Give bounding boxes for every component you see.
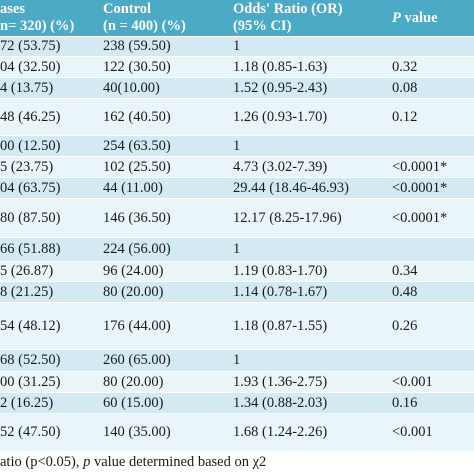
table-row: 66 (51.88) 224 (56.00) 1	[0, 238, 474, 262]
table-cell: 140 (35.00)	[103, 424, 171, 440]
table-row: 48 (46.25) 162 (40.50) 1.26 (0.93-1.70) 0.1…	[0, 99, 474, 136]
header-text: n= 320) (%)	[0, 18, 75, 34]
table-cell: 1	[233, 137, 241, 154]
table-cell: <0.0001*	[392, 179, 448, 196]
table-row: 4 (13.75) 40(10.00) 1.52 (0.95-2.43) 0.08	[0, 78, 474, 99]
table-cell: 12.17 (8.25-17.96)	[233, 209, 342, 226]
table-cell: 68 (52.50)	[0, 352, 61, 368]
table-cell: 162 (40.50)	[103, 108, 171, 125]
footnote-text: atio (p<0.05),	[0, 454, 84, 470]
table-cell: 2 (16.25)	[0, 394, 54, 411]
table-cell: 4.73 (3.02-7.39)	[233, 158, 328, 175]
table-cell: 1.93 (1.36-2.75)	[233, 373, 328, 390]
footnote-line: atio (p<0.05), p value determined based …	[0, 454, 266, 471]
table-row: 54 (48.12) 176 (44.00) 1.18 (0.87-1.55) 0.2…	[0, 303, 474, 350]
table-cell: 1.34 (0.88-2.03)	[233, 394, 328, 411]
table-cell: 1	[233, 352, 241, 368]
table-cell: <0.0001*	[392, 209, 448, 226]
table-row: 5 (26.87) 96 (24.00) 1.19 (0.83-1.70) 0.34	[0, 262, 474, 282]
table-cell: 80 (87.50)	[0, 209, 61, 226]
header-cell: ases n= 320) (%)	[0, 0, 74, 36]
table-cell: 1.68 (1.24-2.26)	[233, 424, 328, 440]
header-cell: P value	[392, 0, 438, 36]
table-cell: 00 (31.25)	[0, 373, 61, 390]
header-cell: Control (n = 400) (%)	[103, 0, 186, 36]
table-row: 04 (63.75) 44 (11.00) 29.44 (18.46-46.93) <…	[0, 178, 474, 199]
footnote-row: atio (p<0.05), p value determined based …	[0, 452, 474, 474]
table-cell: 254 (63.50)	[103, 137, 171, 154]
table-row: 8 (21.25) 80 (20.00) 1.14 (0.78-1.67) 0.48	[0, 282, 474, 303]
table-cell: 260 (65.00)	[103, 352, 171, 368]
footnote: atio (p<0.05), p value determined based …	[0, 452, 266, 473]
header-text: (n = 400) (%)	[103, 18, 186, 34]
table-cell: 0.34	[392, 263, 418, 279]
table-cell: 0.16	[392, 394, 418, 411]
table-cell: 1.18 (0.85-1.63)	[233, 58, 328, 75]
table-cell: 5 (26.87)	[0, 263, 54, 279]
table-cell: 52 (47.50)	[0, 424, 61, 440]
table-cell: 0.08	[392, 79, 418, 96]
table-row: 5 (23.75) 102 (25.50) 4.73 (3.02-7.39) <0.0…	[0, 157, 474, 178]
header-text: value	[400, 9, 438, 26]
header-text: ases	[0, 1, 25, 17]
table-cell: 1.18 (0.87-1.55)	[233, 317, 328, 334]
table-row: 68 (52.50) 260 (65.00) 1	[0, 350, 474, 372]
table-cell: 0.32	[392, 58, 418, 75]
table-cell: 0.26	[392, 317, 418, 334]
table-cell: 29.44 (18.46-46.93)	[233, 179, 349, 196]
table-cell: 96 (24.00)	[103, 263, 164, 279]
table-cell: 1	[233, 241, 241, 257]
table-cell: <0.0001*	[392, 158, 448, 175]
table-cell: <0.001	[392, 373, 433, 390]
header-text: Odds' Ratio (OR)	[233, 1, 343, 17]
table-cell: 1.52 (0.95-2.43)	[233, 79, 328, 96]
table-row: 00 (31.25) 80 (20.00) 1.93 (1.36-2.75) <0.0…	[0, 372, 474, 393]
table-row: 80 (87.50) 146 (36.50) 12.17 (8.25-17.96) <…	[0, 199, 474, 238]
header-row: ases n= 320) (%) Control (n = 400) (%) Odds'…	[0, 0, 474, 37]
footnote-text: value determined based on χ2	[90, 454, 267, 470]
table-row: 00 (12.50) 254 (63.50) 1	[0, 136, 474, 157]
table-cell: 40(10.00)	[103, 79, 160, 96]
table-cell: 1.14 (0.78-1.67)	[233, 283, 328, 300]
table-cell: 5 (23.75)	[0, 158, 54, 175]
table-cell: 176 (44.00)	[103, 317, 171, 334]
table-cell: 146 (36.50)	[103, 209, 171, 226]
table-cell: 8 (21.25)	[0, 283, 54, 300]
footnote-text: p	[83, 454, 91, 470]
table-cell: 48 (46.25)	[0, 108, 61, 125]
table-cell: 0.12	[392, 108, 418, 125]
table-cell: 72 (53.75)	[0, 38, 61, 54]
table-cell: 00 (12.50)	[0, 137, 61, 154]
table-cell: 0.48	[392, 283, 418, 300]
table-row: 04 (32.50) 122 (30.50) 1.18 (0.85-1.63) 0.3…	[0, 57, 474, 78]
header-text: Control	[103, 1, 152, 17]
header-line: P value	[392, 10, 438, 27]
header-text: P	[392, 9, 401, 26]
table-cell: 44 (11.00)	[103, 179, 163, 196]
table-cell: 224 (56.00)	[103, 241, 171, 257]
table-row: 72 (53.75) 238 (59.50) 1	[0, 37, 474, 57]
table-cell: 4 (13.75)	[0, 79, 54, 96]
table-cell: 1.19 (0.83-1.70)	[233, 263, 328, 279]
table-cell: 04 (63.75)	[0, 179, 61, 196]
table-cell: 66 (51.88)	[0, 241, 61, 257]
table-cell: 1.26 (0.93-1.70)	[233, 108, 328, 125]
table-cell: 122 (30.50)	[103, 58, 171, 75]
table-row: 52 (47.50) 140 (35.00) 1.68 (1.24-2.26) <0.…	[0, 414, 474, 452]
table-cell: 80 (20.00)	[103, 373, 164, 390]
table-cell: 80 (20.00)	[103, 283, 164, 300]
table-row: 2 (16.25) 60 (15.00) 1.34 (0.88-2.03) 0.16	[0, 393, 474, 414]
table-cell: 1	[233, 38, 241, 54]
table-cell: 60 (15.00)	[103, 394, 164, 411]
header-cell: Odds' Ratio (OR) (95% CI)	[233, 0, 343, 36]
table-cell: 238 (59.50)	[103, 38, 171, 54]
header-text: (95% CI)	[233, 18, 292, 34]
table-cell: <0.001	[392, 424, 433, 440]
table-cell: 04 (32.50)	[0, 58, 61, 75]
table-cell: 54 (48.12)	[0, 317, 61, 334]
table-cell: 102 (25.50)	[103, 158, 171, 175]
